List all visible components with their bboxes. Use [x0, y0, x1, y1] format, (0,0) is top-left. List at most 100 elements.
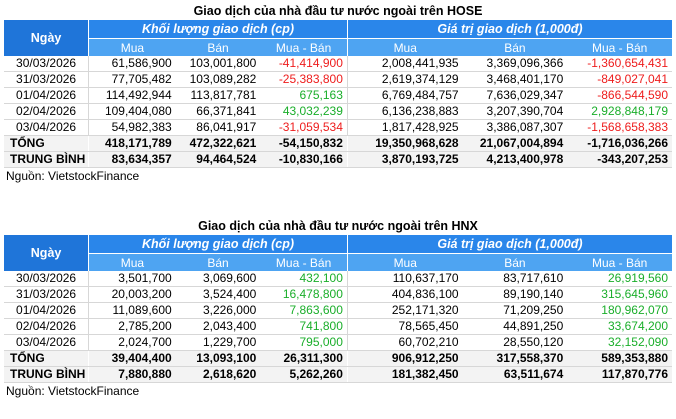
- val-sell-cell: 71,209,250: [462, 302, 568, 319]
- val-net-cell: 33,674,200: [567, 318, 672, 335]
- hnx-title: Giao dịch của nhà đầu tư nước ngoài trên…: [198, 219, 478, 233]
- val-net-cell: -1,360,654,431: [567, 56, 672, 72]
- val-buy-cell: 2,619,374,129: [346, 71, 463, 88]
- hose-val-net-header: Mua - Bán: [567, 38, 672, 56]
- date-cell: 30/03/2026: [4, 56, 89, 72]
- val-net-cell: -866,544,590: [567, 87, 672, 104]
- total-vol-sell: 13,093,100: [175, 350, 261, 367]
- average-val-buy: 181,382,450: [346, 366, 463, 383]
- date-cell: 03/04/2026: [4, 334, 89, 351]
- hnx-date-header: Ngày: [4, 235, 89, 271]
- average-val-buy: 3,870,193,725: [346, 151, 463, 168]
- hose-source-note: Nguồn: VietstockFinance: [6, 169, 140, 183]
- vol-buy-cell: 2,024,700: [88, 334, 176, 351]
- table-row: 02/04/2026 109,404,080 66,371,841 43,032…: [4, 103, 672, 120]
- table-row: 01/04/2026 11,089,600 3,226,000 7,863,60…: [4, 302, 672, 319]
- table-row: 30/03/2026 3,501,700 3,069,600 432,100 1…: [4, 271, 672, 287]
- hose-date-header: Ngày: [4, 20, 89, 56]
- date-cell: 01/04/2026: [4, 302, 89, 319]
- hnx-vol-buy-header: Mua: [88, 253, 176, 271]
- val-net-cell: 32,152,090: [567, 334, 672, 351]
- val-buy-cell: 404,836,100: [346, 286, 463, 303]
- vol-net-cell: 43,032,239: [260, 103, 348, 120]
- total-val-buy: 19,350,968,628: [346, 135, 463, 152]
- vol-sell-cell: 3,226,000: [175, 302, 261, 319]
- average-val-sell: 63,511,674: [462, 366, 568, 383]
- val-net-cell: 315,645,960: [567, 286, 672, 303]
- table-row: 03/04/2026 54,982,383 86,041,917 -31,059…: [4, 119, 672, 136]
- val-sell-cell: 3,207,390,704: [462, 103, 568, 120]
- vol-net-cell: 432,100: [260, 271, 348, 287]
- total-val-sell: 21,067,004,894: [462, 135, 568, 152]
- vol-sell-cell: 3,524,400: [175, 286, 261, 303]
- val-sell-cell: 89,190,140: [462, 286, 568, 303]
- val-sell-cell: 3,468,401,170: [462, 71, 568, 88]
- val-net-cell: 26,919,560: [567, 271, 672, 287]
- hose-value-group-header: Giá trị giao dịch (1,000đ): [346, 20, 672, 39]
- total-val-net: -1,716,036,266: [567, 135, 672, 152]
- val-sell-cell: 44,891,250: [462, 318, 568, 335]
- date-cell: 31/03/2026: [4, 71, 89, 88]
- vol-buy-cell: 114,492,944: [88, 87, 176, 104]
- date-cell: 03/04/2026: [4, 119, 89, 136]
- vol-sell-cell: 2,043,400: [175, 318, 261, 335]
- total-vol-net: 26,311,300: [260, 350, 348, 367]
- vol-net-cell: 7,863,600: [260, 302, 348, 319]
- vol-buy-cell: 109,404,080: [88, 103, 176, 120]
- table-row: 31/03/2026 77,705,482 103,089,282 -25,38…: [4, 71, 672, 88]
- hnx-val-net-header: Mua - Bán: [567, 253, 672, 271]
- total-label: TỔNG: [4, 135, 89, 152]
- hnx-volume-group-header: Khối lượng giao dịch (cp): [88, 235, 348, 254]
- val-net-cell: -849,027,041: [567, 71, 672, 88]
- vol-net-cell: 795,000: [260, 334, 348, 351]
- total-vol-net: -54,150,832: [260, 135, 348, 152]
- hnx-table: Ngày Khối lượng giao dịch (cp) Giá trị g…: [4, 235, 672, 383]
- vol-buy-cell: 3,501,700: [88, 271, 176, 287]
- average-val-sell: 4,213,400,978: [462, 151, 568, 168]
- vol-buy-cell: 11,089,600: [88, 302, 176, 319]
- vol-sell-cell: 86,041,917: [175, 119, 261, 136]
- vol-net-cell: 741,800: [260, 318, 348, 335]
- val-net-cell: -1,568,658,383: [567, 119, 672, 136]
- hnx-section: Giao dịch của nhà đầu tư nước ngoài trên…: [4, 215, 672, 399]
- hnx-value-group-header: Giá trị giao dịch (1,000đ): [346, 235, 672, 254]
- date-cell: 02/04/2026: [4, 103, 89, 120]
- vol-buy-cell: 2,785,200: [88, 318, 176, 335]
- total-val-buy: 906,912,250: [346, 350, 463, 367]
- table-row: 02/04/2026 2,785,200 2,043,400 741,800 7…: [4, 318, 672, 335]
- vol-net-cell: -41,414,900: [260, 56, 348, 72]
- total-val-sell: 317,558,370: [462, 350, 568, 367]
- val-sell-cell: 28,550,120: [462, 334, 568, 351]
- val-net-cell: 180,962,070: [567, 302, 672, 319]
- average-row: TRUNG BÌNH 83,634,357 94,464,524 -10,830…: [4, 151, 672, 168]
- total-vol-buy: 39,404,400: [88, 350, 176, 367]
- table-row: 03/04/2026 2,024,700 1,229,700 795,000 6…: [4, 334, 672, 351]
- val-sell-cell: 3,369,096,366: [462, 56, 568, 72]
- vol-sell-cell: 113,817,781: [175, 87, 261, 104]
- hnx-vol-net-header: Mua - Bán: [260, 253, 348, 271]
- vol-buy-cell: 77,705,482: [88, 71, 176, 88]
- val-buy-cell: 6,136,238,883: [346, 103, 463, 120]
- average-vol-sell: 2,618,620: [175, 366, 261, 383]
- hose-vol-net-header: Mua - Bán: [260, 38, 348, 56]
- vol-sell-cell: 103,089,282: [175, 71, 261, 88]
- average-vol-net: -10,830,166: [260, 151, 348, 168]
- total-row: TỔNG 418,171,789 472,322,621 -54,150,832…: [4, 135, 672, 152]
- hnx-val-sell-header: Bán: [462, 253, 568, 271]
- val-sell-cell: 3,386,087,307: [462, 119, 568, 136]
- table-row: 30/03/2026 61,586,900 103,001,800 -41,41…: [4, 56, 672, 72]
- hose-val-sell-header: Bán: [462, 38, 568, 56]
- vol-net-cell: 16,478,800: [260, 286, 348, 303]
- total-row: TỔNG 39,404,400 13,093,100 26,311,300 90…: [4, 350, 672, 367]
- vol-sell-cell: 3,069,600: [175, 271, 261, 287]
- val-buy-cell: 2,008,441,935: [346, 56, 463, 72]
- average-label: TRUNG BÌNH: [4, 151, 89, 168]
- average-vol-sell: 94,464,524: [175, 151, 261, 168]
- date-cell: 01/04/2026: [4, 87, 89, 104]
- vol-sell-cell: 103,001,800: [175, 56, 261, 72]
- vol-sell-cell: 1,229,700: [175, 334, 261, 351]
- vol-buy-cell: 54,982,383: [88, 119, 176, 136]
- average-vol-net: 5,262,260: [260, 366, 348, 383]
- hnx-val-buy-header: Mua: [346, 253, 463, 271]
- hose-title: Giao dịch của nhà đầu tư nước ngoài trên…: [193, 4, 483, 18]
